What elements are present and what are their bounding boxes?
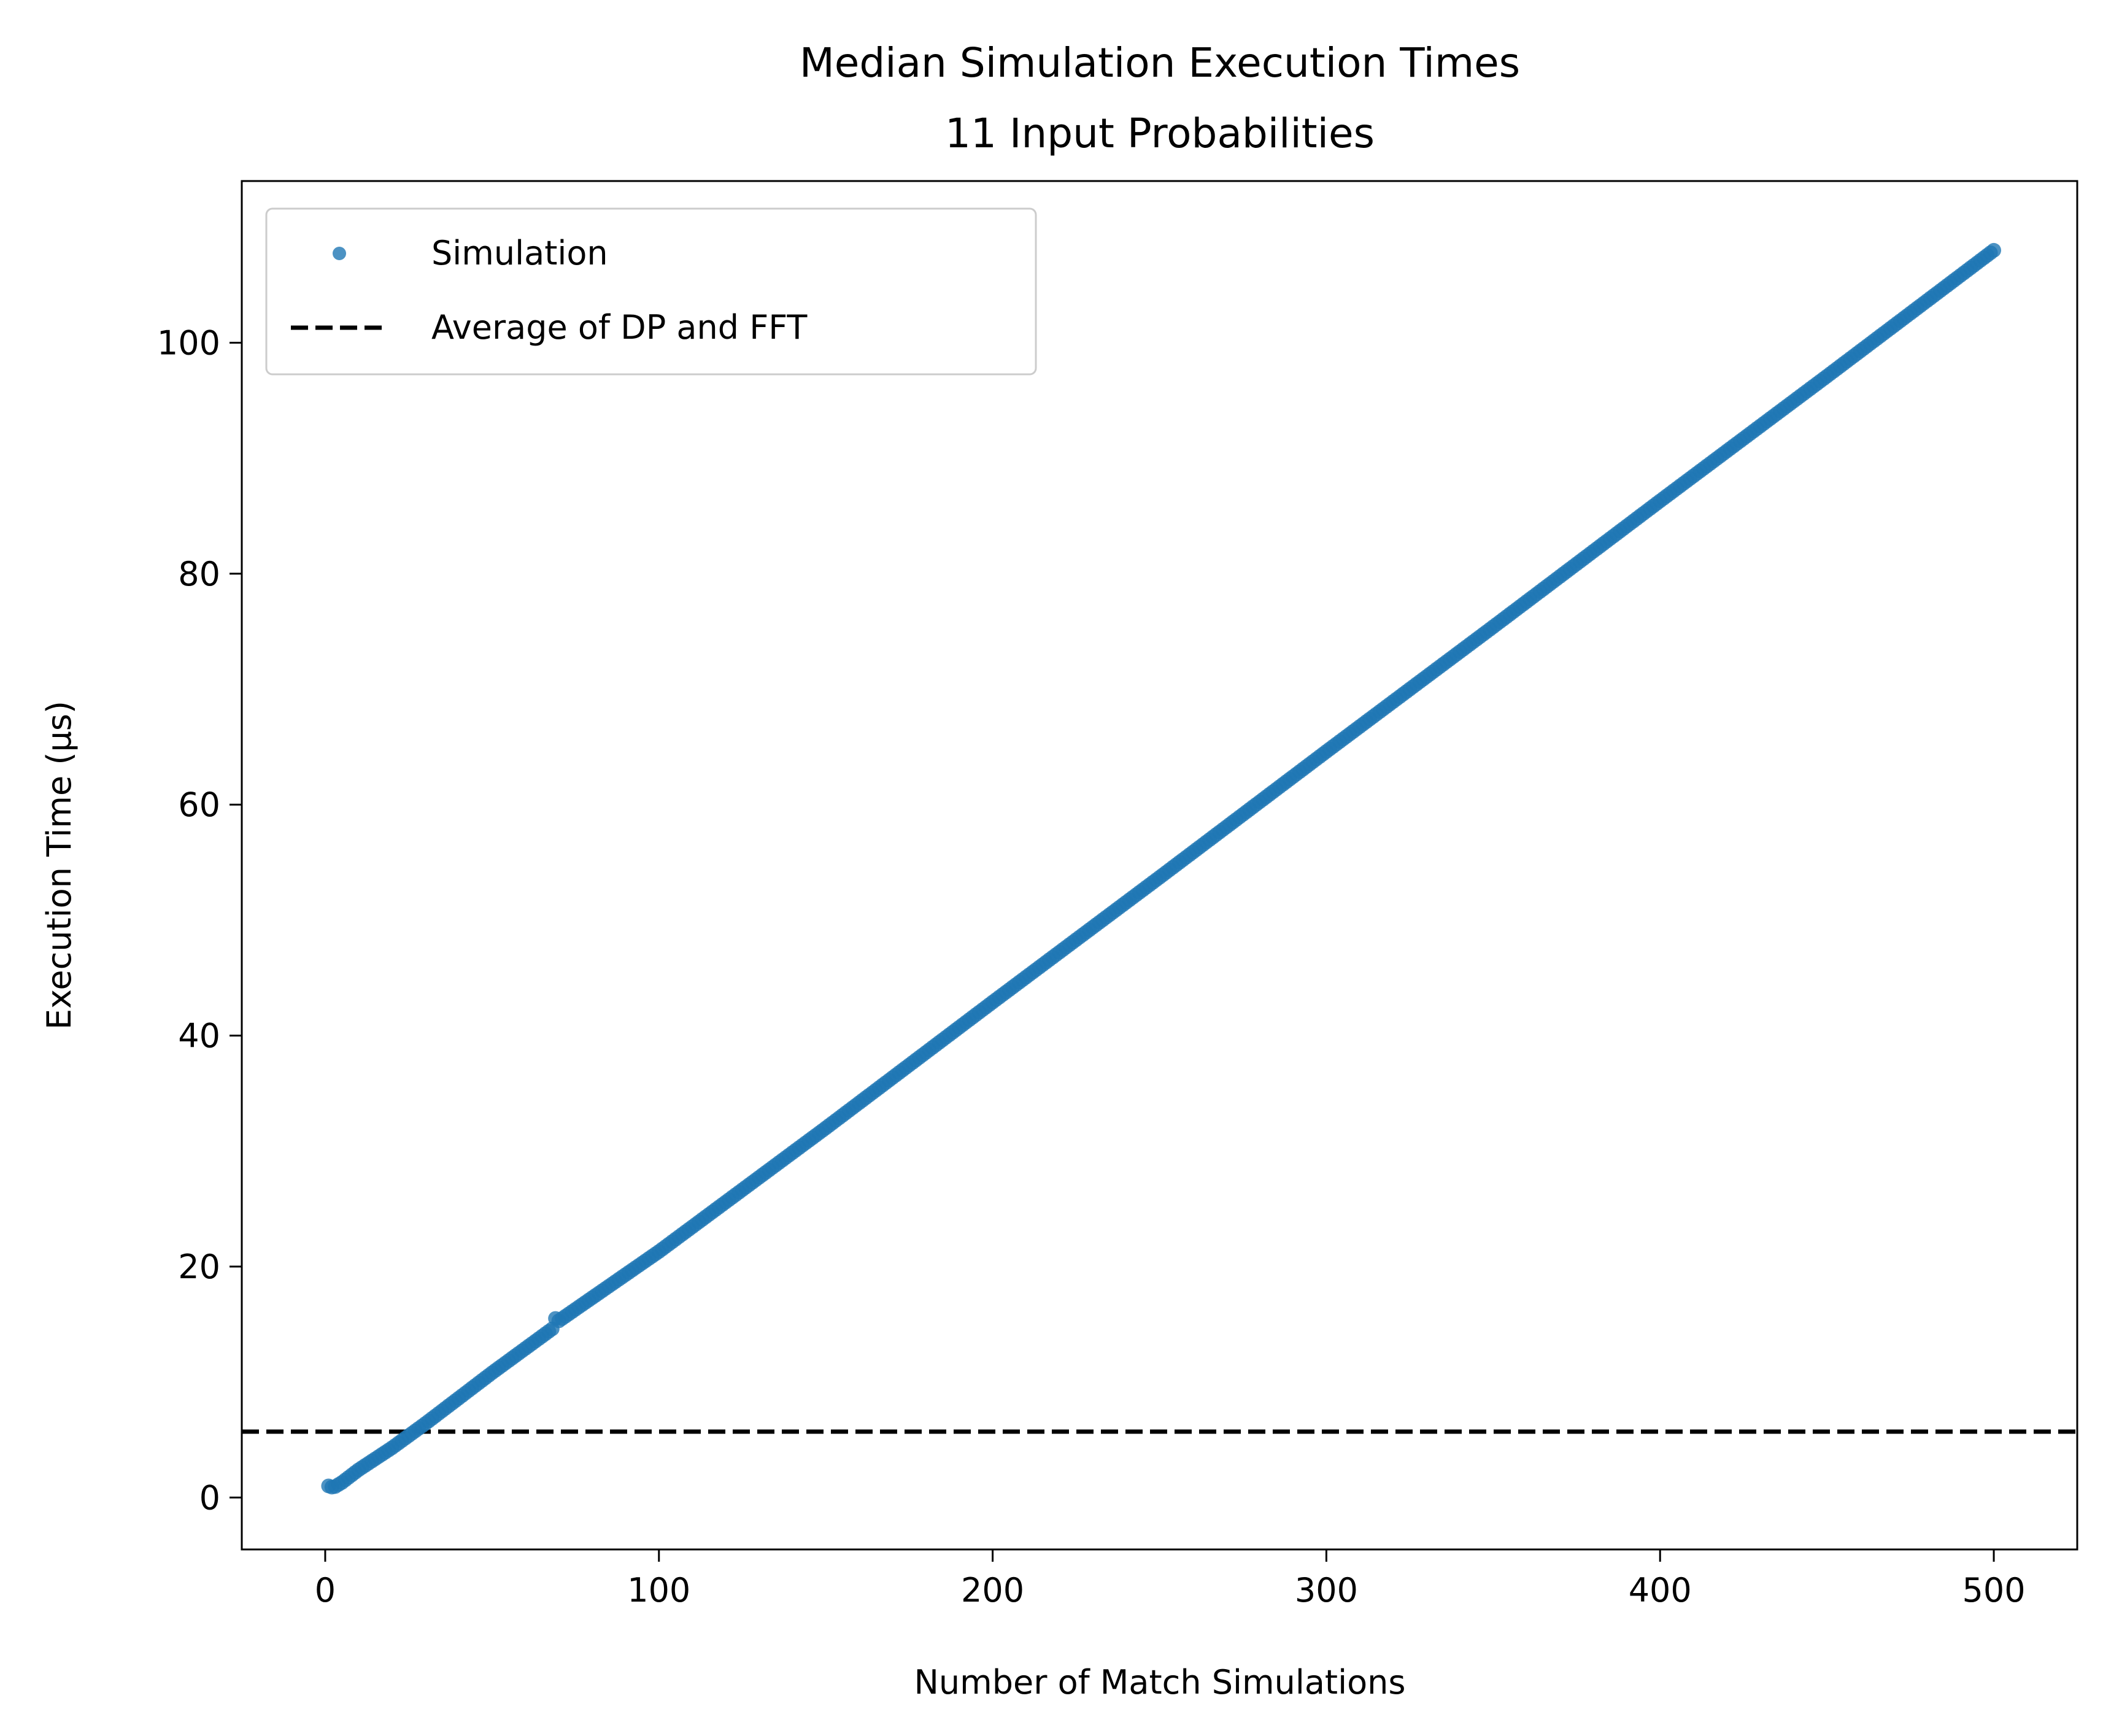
legend: Simulation Average of DP and FFT: [265, 207, 1037, 376]
scatter-points-layer: [321, 242, 2002, 1495]
x-tick-label: 400: [1629, 1571, 1692, 1610]
legend-label-average: Average of DP and FFT: [431, 308, 808, 347]
y-tick-label: 20: [178, 1248, 220, 1286]
chart-title: Median Simulation Execution Times: [800, 39, 1520, 87]
legend-box: [265, 207, 1037, 376]
y-tick-label: 0: [199, 1478, 220, 1517]
x-tick-label: 100: [627, 1571, 690, 1610]
y-axis-label: Execution Time (µs): [40, 701, 79, 1030]
x-tick-label: 200: [961, 1571, 1024, 1610]
y-axis-ticks: 0 20 40 60 80 100: [157, 323, 242, 1517]
x-axis-ticks: 0 100 200 300 400 500: [315, 1549, 2026, 1610]
x-tick-label: 500: [1962, 1571, 2026, 1610]
axes-frame: [241, 180, 2078, 1551]
x-axis-label: Number of Match Simulations: [914, 1663, 1405, 1702]
x-tick-label: 0: [315, 1571, 336, 1610]
y-tick-label: 80: [178, 555, 220, 593]
y-tick-label: 40: [178, 1017, 220, 1055]
legend-marker-simulation: [333, 247, 346, 260]
y-tick-label: 100: [157, 323, 220, 362]
y-tick-label: 60: [178, 785, 220, 824]
x-tick-label: 300: [1295, 1571, 1358, 1610]
legend-label-simulation: Simulation: [431, 234, 608, 272]
scatter-point: [1986, 242, 2002, 258]
chart-subtitle: 11 Input Probabilities: [945, 110, 1375, 157]
